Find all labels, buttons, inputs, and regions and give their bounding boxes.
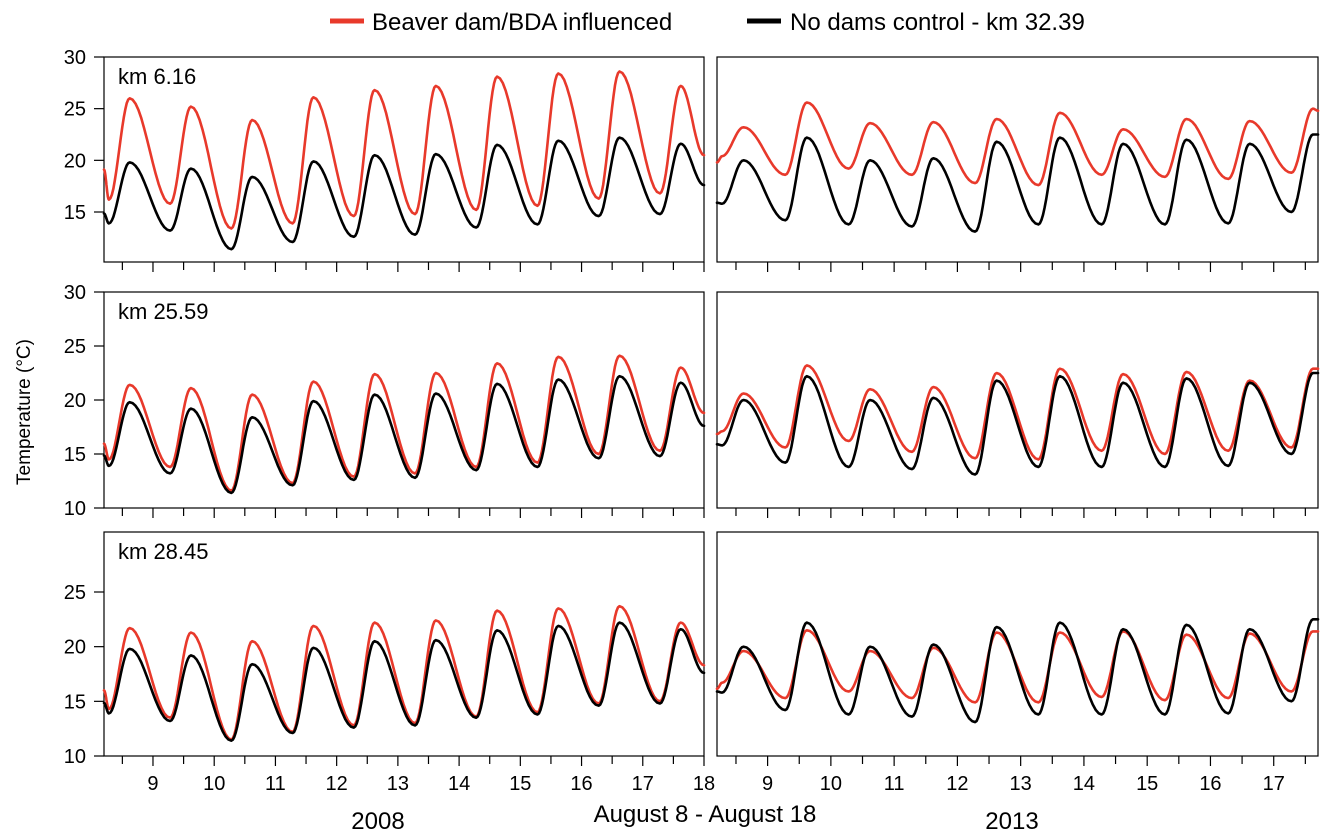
panel-km-28.45-2013: 9 10 11 12 13 14 15 16 17 (715, 531, 1320, 795)
panels-group: km 6.16 15 20 25 30 km 25.59 10 15 20 25 30 km 28.4… (64, 47, 1320, 795)
series-control-line (102, 374, 706, 495)
y-tick-label: 15 (64, 691, 86, 713)
y-axis-label: Temperature (°C) (14, 339, 35, 485)
panel-km-25.59-2008: km 25.59 10 15 20 25 30 (64, 282, 706, 520)
legend: Beaver dam/BDA influenced No dams contro… (330, 9, 1085, 36)
y-tick-label: 10 (64, 498, 86, 520)
series-influenced-line (715, 101, 1320, 187)
x-tick-label: 12 (326, 773, 348, 795)
series-control-line (102, 621, 706, 742)
panel-km-25.59-2013 (715, 291, 1320, 518)
panel-km-6.16-2008: km 6.16 15 20 25 30 (64, 47, 706, 272)
y-tick-label: 20 (64, 150, 86, 172)
y-tick-label: 25 (64, 582, 86, 604)
series-control-line (715, 133, 1320, 233)
series-control-line (102, 136, 706, 251)
panel-frame (103, 291, 705, 509)
y-tick-label: 15 (64, 202, 86, 224)
x-axis-center-label: August 8 - August 18 (594, 801, 817, 828)
x-tick-label: 11 (884, 773, 905, 795)
year-label-2008: 2008 (351, 808, 404, 830)
x-tick-label: 9 (147, 773, 158, 795)
x-tick-label: 12 (946, 773, 968, 795)
x-tick-label: 14 (1073, 773, 1095, 795)
y-tick-label: 20 (64, 390, 86, 412)
y-tick-label: 30 (64, 282, 86, 304)
x-tick-label: 17 (1263, 773, 1285, 795)
panel-title: km 25.59 (118, 299, 209, 324)
series-influenced-line (102, 354, 706, 492)
panel-frame (716, 531, 1319, 757)
year-label-2013: 2013 (985, 808, 1038, 830)
x-tick-label: 16 (1199, 773, 1221, 795)
y-tick-label: 25 (64, 336, 86, 358)
x-tick-label: 10 (820, 773, 842, 795)
series-influenced-line (102, 70, 706, 230)
y-tick-label: 10 (64, 746, 86, 768)
panel-frame (716, 291, 1319, 509)
x-tick-label: 14 (448, 773, 470, 795)
y-tick-label: 25 (64, 99, 86, 121)
series-influenced-line (102, 604, 706, 741)
panel-km-28.45-2008: km 28.45 10 15 20 25 9 10 11 12 13 14 15 16 17 18 (64, 531, 715, 795)
x-tick-label: 11 (265, 773, 286, 795)
legend-label-influenced: Beaver dam/BDA influenced (372, 9, 672, 36)
panel-km-6.16-2013 (715, 56, 1320, 272)
x-tick-label: 13 (387, 773, 409, 795)
x-tick-label: 9 (762, 773, 773, 795)
y-tick-label: 30 (64, 47, 86, 69)
legend-label-control: No dams control - km 32.39 (790, 9, 1085, 36)
panel-frame (103, 531, 705, 757)
x-tick-label: 13 (1010, 773, 1032, 795)
x-tick-label: 15 (509, 773, 531, 795)
x-tick-label: 17 (632, 773, 654, 795)
series-control-line (715, 371, 1320, 476)
panel-frame (716, 56, 1319, 263)
x-tick-label: 10 (203, 773, 225, 795)
x-tick-label: 18 (693, 773, 715, 795)
panel-title: km 6.16 (118, 64, 196, 89)
panel-title: km 28.45 (118, 539, 209, 564)
series-influenced-line (715, 364, 1320, 461)
panel-frame (103, 56, 705, 263)
x-tick-label: 16 (570, 773, 592, 795)
series-control-line (715, 618, 1320, 724)
x-tick-label: 15 (1136, 773, 1158, 795)
y-tick-label: 15 (64, 444, 86, 466)
y-tick-label: 20 (64, 637, 86, 659)
